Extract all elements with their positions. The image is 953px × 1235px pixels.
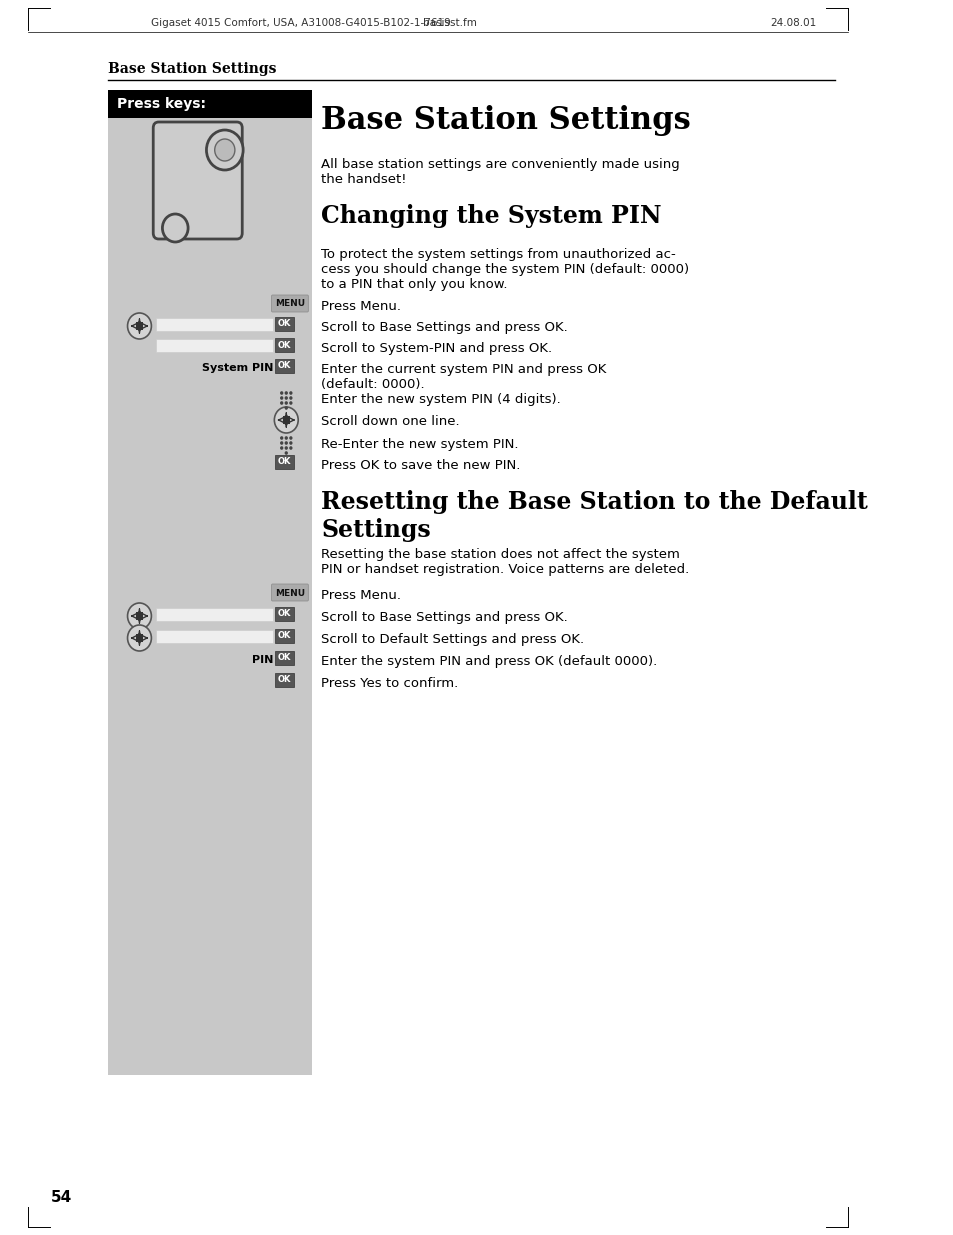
Text: OK: OK [277,676,291,684]
Circle shape [284,391,288,395]
Bar [275,651,294,664]
Circle shape [214,140,234,161]
Circle shape [128,625,152,651]
Text: Scroll to System-PIN and press OK.: Scroll to System-PIN and press OK. [321,342,552,354]
Circle shape [280,441,283,445]
Circle shape [280,436,283,440]
Circle shape [128,312,152,338]
Bar [275,454,294,469]
Circle shape [280,446,283,450]
Circle shape [284,406,288,410]
Bar [135,634,143,642]
FancyBboxPatch shape [153,122,242,240]
Circle shape [162,214,188,242]
Text: Base Station Settings: Base Station Settings [108,62,276,77]
Text: Gigaset 4015 Comfort, USA, A31008-G4015-B102-1-7619: Gigaset 4015 Comfort, USA, A31008-G4015-… [152,19,451,28]
Text: System PIN: System PIN [202,363,274,373]
Circle shape [284,396,288,400]
Circle shape [128,603,152,629]
Circle shape [284,436,288,440]
Text: All base station settings are conveniently made using
the handset!: All base station settings are convenient… [321,158,679,186]
Text: Re-Enter the new system PIN.: Re-Enter the new system PIN. [321,438,518,451]
Circle shape [289,441,293,445]
Text: OK: OK [277,653,291,662]
FancyBboxPatch shape [272,584,308,601]
Text: OK: OK [277,341,291,350]
Text: OK: OK [277,631,291,641]
Circle shape [206,130,243,170]
Bar [275,673,294,687]
Text: Press OK to save the new PIN.: Press OK to save the new PIN. [321,459,520,472]
Text: basisst.fm: basisst.fm [422,19,476,28]
Text: Scroll to Base Settings and press OK.: Scroll to Base Settings and press OK. [321,611,567,624]
Text: MENU: MENU [274,589,305,598]
Text: To protect the system settings from unauthorized ac-
cess you should change the : To protect the system settings from unau… [321,248,689,291]
Text: Base Station Settings: Base Station Settings [321,105,690,136]
Text: Scroll down one line.: Scroll down one line. [321,415,459,429]
Bar [275,338,294,352]
Bar [156,630,274,643]
Text: OK: OK [277,362,291,370]
Text: Resetting the base station does not affect the system
PIN or handset registratio: Resetting the base station does not affe… [321,548,689,576]
Text: Resetting the Base Station to the Default
Settings: Resetting the Base Station to the Defaul… [321,490,867,542]
Text: 54: 54 [51,1191,71,1205]
Bar [275,359,294,373]
Bar [156,317,274,331]
Bar [275,606,294,621]
Text: Press Yes to confirm.: Press Yes to confirm. [321,677,457,690]
Circle shape [284,451,288,454]
Bar [135,322,143,330]
Circle shape [289,436,293,440]
Text: Changing the System PIN: Changing the System PIN [321,204,661,228]
Circle shape [289,396,293,400]
Circle shape [280,401,283,405]
Circle shape [284,401,288,405]
Bar [156,608,274,621]
Bar [282,416,290,424]
Bar [108,90,312,119]
Text: PIN: PIN [252,655,274,664]
Circle shape [280,396,283,400]
Text: OK: OK [277,457,291,467]
Text: Press Menu.: Press Menu. [321,300,400,312]
Circle shape [289,391,293,395]
Text: Enter the current system PIN and press OK
(default: 0000).: Enter the current system PIN and press O… [321,363,606,391]
Circle shape [289,446,293,450]
Bar [135,613,143,620]
Text: MENU: MENU [274,300,305,309]
Text: OK: OK [277,320,291,329]
Bar [275,629,294,643]
Circle shape [284,446,288,450]
Circle shape [289,401,293,405]
Circle shape [274,408,298,433]
Text: Press keys:: Press keys: [117,98,206,111]
Bar [275,317,294,331]
Text: Enter the system PIN and press OK (default 0000).: Enter the system PIN and press OK (defau… [321,655,657,668]
Circle shape [284,441,288,445]
Text: Scroll to Base Settings and press OK.: Scroll to Base Settings and press OK. [321,321,567,333]
Text: Enter the new system PIN (4 digits).: Enter the new system PIN (4 digits). [321,393,560,406]
Bar [108,90,312,1074]
FancyBboxPatch shape [272,295,308,312]
Text: Scroll to Default Settings and press OK.: Scroll to Default Settings and press OK. [321,634,583,646]
Circle shape [280,391,283,395]
Text: OK: OK [277,610,291,619]
Text: Press Menu.: Press Menu. [321,589,400,601]
Text: 24.08.01: 24.08.01 [770,19,816,28]
Bar [156,338,274,352]
